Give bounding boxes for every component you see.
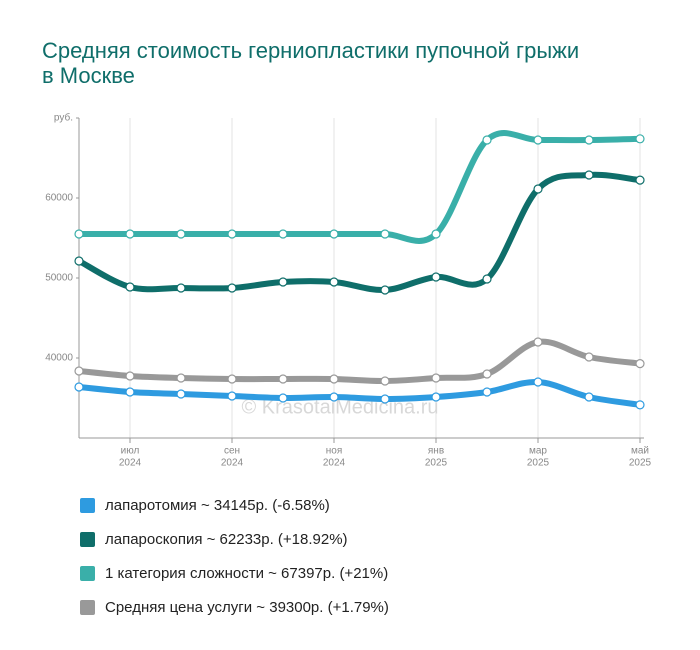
x-tick-label: 2024 [119, 458, 142, 469]
chart-title: Средняя стоимость герниопластики пупочно… [42, 38, 580, 88]
point [635, 175, 645, 185]
point [584, 392, 594, 402]
point [431, 373, 441, 383]
point [74, 256, 84, 266]
x-tick-label: янв [428, 446, 444, 457]
point [176, 373, 186, 383]
y-tick-label: 60000 [45, 193, 73, 204]
point [380, 285, 390, 295]
point [329, 277, 339, 287]
point [227, 391, 237, 401]
point [176, 389, 186, 399]
x-tick-label: 2025 [425, 458, 448, 469]
point [74, 366, 84, 376]
series-line [77, 131, 642, 243]
point [278, 277, 288, 287]
point [176, 283, 186, 293]
legend-swatch [80, 497, 95, 513]
point [533, 377, 543, 387]
x-tick-label: 2025 [527, 458, 550, 469]
point [482, 369, 492, 379]
y-tick-label: руб. [54, 112, 73, 124]
x-tick-label: май [631, 446, 649, 457]
point [329, 229, 339, 239]
point [329, 374, 339, 384]
point [635, 134, 645, 144]
legend-item[interactable]: лапароскопия ~ 62233р. (+18.92%) [80, 522, 389, 556]
point [329, 392, 339, 402]
legend-item[interactable]: 1 категория сложности ~ 67397р. (+21%) [80, 556, 389, 590]
point [278, 393, 288, 403]
point [125, 282, 135, 292]
point [482, 274, 492, 284]
legend-swatch [80, 565, 95, 581]
line-outline [76, 338, 643, 385]
legend-label: 1 категория сложности ~ 67397р. (+21%) [105, 564, 389, 582]
legend-item[interactable]: лапаротомия ~ 34145р. (-6.58%) [80, 488, 389, 522]
y-tick-label: 40000 [45, 353, 73, 364]
legend-swatch [80, 599, 95, 615]
legend-label: Средняя цена услуги ~ 39300р. (+1.79%) [105, 598, 389, 616]
point [533, 135, 543, 145]
x-tick-label: июл [121, 446, 140, 457]
legend-swatch [80, 531, 95, 547]
point [227, 229, 237, 239]
point [74, 229, 84, 239]
point [584, 135, 594, 145]
x-tick-label: ноя [326, 446, 343, 457]
x-tick-label: 2024 [323, 458, 346, 469]
point [584, 352, 594, 362]
point [74, 382, 84, 392]
point [533, 337, 543, 347]
legend-item[interactable]: Средняя цена услуги ~ 39300р. (+1.79%) [80, 590, 389, 624]
point [482, 135, 492, 145]
point [278, 374, 288, 384]
y-tick-label: 50000 [45, 273, 73, 284]
point [533, 184, 543, 194]
point [431, 272, 441, 282]
point [278, 229, 288, 239]
x-tick-label: мар [529, 446, 547, 457]
point [125, 371, 135, 381]
point [380, 394, 390, 404]
point [227, 374, 237, 384]
legend: лапаротомия ~ 34145р. (-6.58%) лапароскоп… [80, 488, 389, 624]
x-tick-label: 2025 [629, 458, 652, 469]
legend-label: лапаротомия ~ 34145р. (-6.58%) [105, 496, 330, 514]
point [125, 387, 135, 397]
point [431, 392, 441, 402]
x-tick-label: 2024 [221, 458, 244, 469]
chart: июл2024сен2024ноя2024янв2025мар2025май20… [45, 112, 652, 469]
x-tick-label: сен [224, 446, 240, 457]
legend-label: лапароскопия ~ 62233р. (+18.92%) [105, 530, 348, 548]
point [125, 229, 135, 239]
point [635, 400, 645, 410]
point [227, 283, 237, 293]
point [380, 376, 390, 386]
line-outline [76, 130, 643, 244]
point [431, 229, 441, 239]
point [176, 229, 186, 239]
point [482, 387, 492, 397]
point [584, 170, 594, 180]
point [380, 229, 390, 239]
point [635, 359, 645, 369]
